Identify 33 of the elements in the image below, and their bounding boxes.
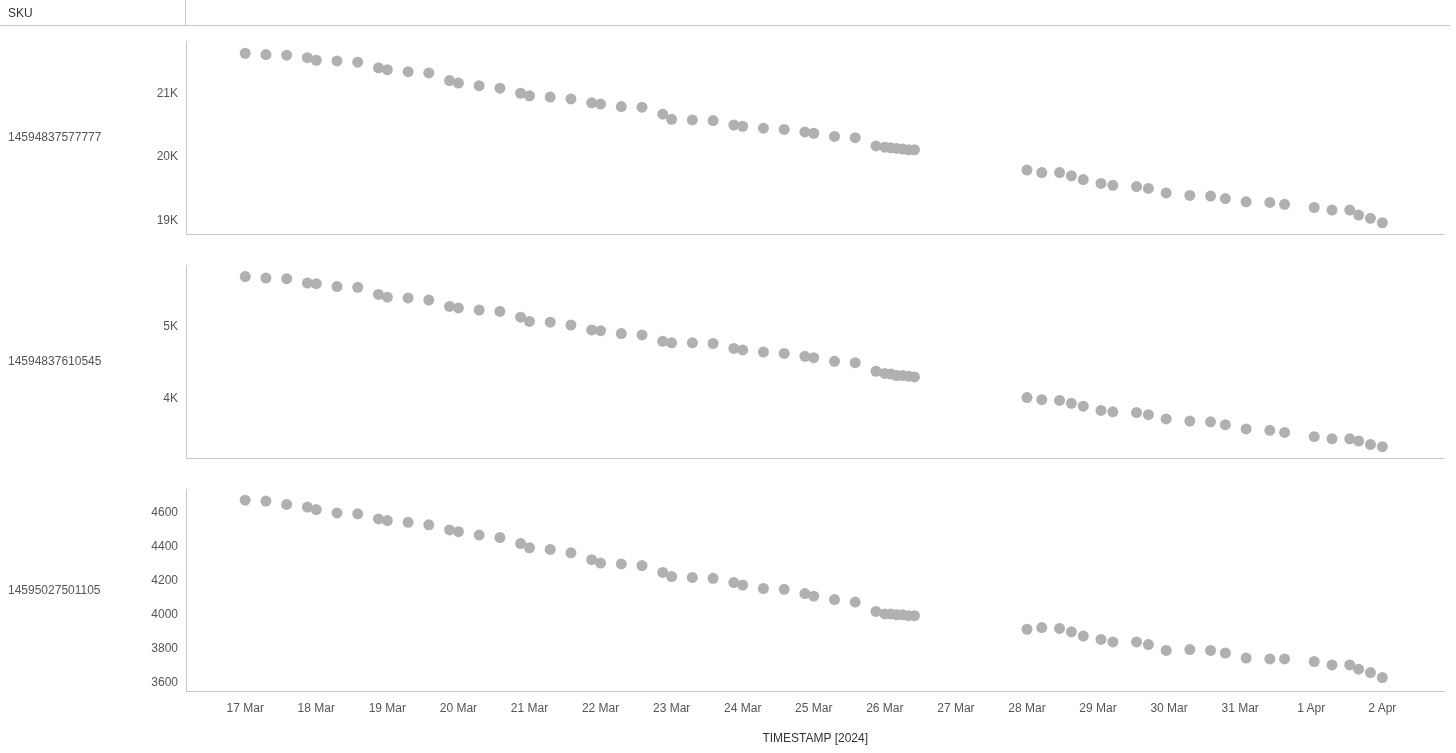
y-tick-label: 3800: [151, 641, 179, 656]
x-tick-label: 23 Mar: [652, 700, 691, 715]
x-tick-label: 18 Mar: [297, 700, 335, 715]
y-tick-label: 4600: [151, 505, 179, 520]
x-tick-label: 31 Mar: [1221, 700, 1259, 715]
y-tick-label: 19K: [156, 212, 178, 227]
y-tick-label: 4K: [163, 390, 178, 405]
x-tick-label: 25 Mar: [795, 700, 833, 715]
x-tick-label: 26 Mar: [866, 700, 904, 715]
y-axis-title: 14594837610545: [8, 354, 102, 369]
x-tick-label: 29 Mar: [1079, 700, 1117, 715]
y-tick-label: 3600: [151, 675, 179, 690]
x-axis-title: TIMESTAMP [2024]: [762, 731, 869, 746]
text: SKU: [7, 5, 33, 20]
x-tick-label: 28 Mar: [1008, 700, 1046, 715]
x-tick-label: 2 Apr: [1368, 700, 1397, 715]
y-tick-label: 4400: [151, 539, 179, 554]
y-tick-label: 4000: [151, 607, 179, 622]
y-tick-label: 5K: [163, 319, 178, 334]
x-tick-label: 24 Mar: [724, 700, 762, 715]
y-tick-label: 21K: [156, 85, 178, 100]
x-tick-label: 27 Mar: [937, 700, 975, 715]
y-tick-label: 4200: [151, 573, 179, 588]
x-tick-label: 1 Apr: [1297, 700, 1326, 715]
x-tick-label: 30 Mar: [1150, 700, 1188, 715]
x-tick-label: 17 Mar: [226, 700, 264, 715]
x-tick-label: 21 Mar: [510, 700, 549, 715]
y-axis-title: 14594837577777: [8, 130, 102, 145]
x-tick-label: 22 Mar: [581, 700, 620, 715]
x-tick-label: 20 Mar: [439, 700, 478, 715]
y-tick-label: 20K: [156, 149, 178, 164]
y-axis-title: 14595027501105: [8, 582, 101, 597]
x-tick-label: 19 Mar: [368, 700, 407, 715]
